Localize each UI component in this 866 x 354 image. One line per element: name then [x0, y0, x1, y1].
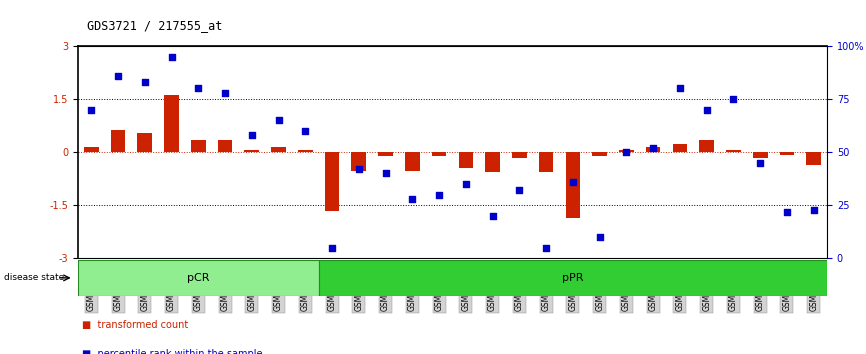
Point	[753, 160, 767, 166]
Point	[191, 86, 205, 91]
Point	[566, 179, 580, 185]
Bar	[673, 144, 688, 152]
Point	[592, 234, 606, 240]
Text: pCR: pCR	[187, 273, 210, 283]
Point	[432, 192, 446, 198]
Bar	[646, 147, 661, 152]
Bar	[699, 140, 714, 152]
Text: pPR: pPR	[562, 273, 584, 283]
Text: ■  percentile rank within the sample: ■ percentile rank within the sample	[82, 349, 262, 354]
Point	[700, 107, 714, 113]
Point	[378, 171, 392, 176]
Bar	[458, 152, 473, 168]
Point	[673, 86, 687, 91]
Point	[513, 188, 527, 193]
Bar	[138, 133, 152, 152]
Bar	[217, 140, 232, 152]
Text: disease state: disease state	[4, 273, 65, 282]
Bar	[779, 152, 794, 155]
Bar	[271, 147, 286, 152]
Text: ■  transformed count: ■ transformed count	[82, 320, 189, 330]
Bar	[512, 152, 527, 158]
Bar	[244, 150, 259, 152]
Bar	[619, 150, 634, 152]
Bar	[84, 147, 99, 152]
Point	[807, 207, 821, 212]
Bar	[298, 150, 313, 152]
Point	[272, 118, 286, 123]
Bar	[753, 152, 767, 158]
Point	[619, 149, 633, 155]
Bar	[726, 150, 740, 152]
Point	[486, 213, 500, 219]
Bar	[806, 152, 821, 165]
Bar	[191, 140, 206, 152]
Point	[299, 128, 313, 134]
Bar	[565, 152, 580, 218]
Bar	[319, 260, 827, 296]
Bar	[325, 152, 339, 211]
Bar	[485, 152, 500, 172]
Text: GDS3721 / 217555_at: GDS3721 / 217555_at	[87, 19, 222, 32]
Bar	[592, 152, 607, 156]
Bar	[378, 152, 393, 156]
Bar	[165, 95, 179, 152]
Point	[780, 209, 794, 215]
Bar	[405, 152, 420, 171]
Point	[325, 245, 339, 251]
Point	[459, 181, 473, 187]
Bar	[432, 152, 447, 156]
Bar	[78, 260, 319, 296]
Point	[646, 145, 660, 151]
Point	[165, 54, 178, 59]
Bar	[352, 152, 366, 171]
Point	[138, 79, 152, 85]
Point	[84, 107, 98, 113]
Point	[245, 132, 259, 138]
Point	[352, 166, 365, 172]
Bar	[539, 152, 553, 172]
Bar	[111, 130, 126, 152]
Point	[405, 196, 419, 202]
Point	[540, 245, 553, 251]
Point	[727, 96, 740, 102]
Point	[111, 73, 125, 79]
Point	[218, 90, 232, 96]
